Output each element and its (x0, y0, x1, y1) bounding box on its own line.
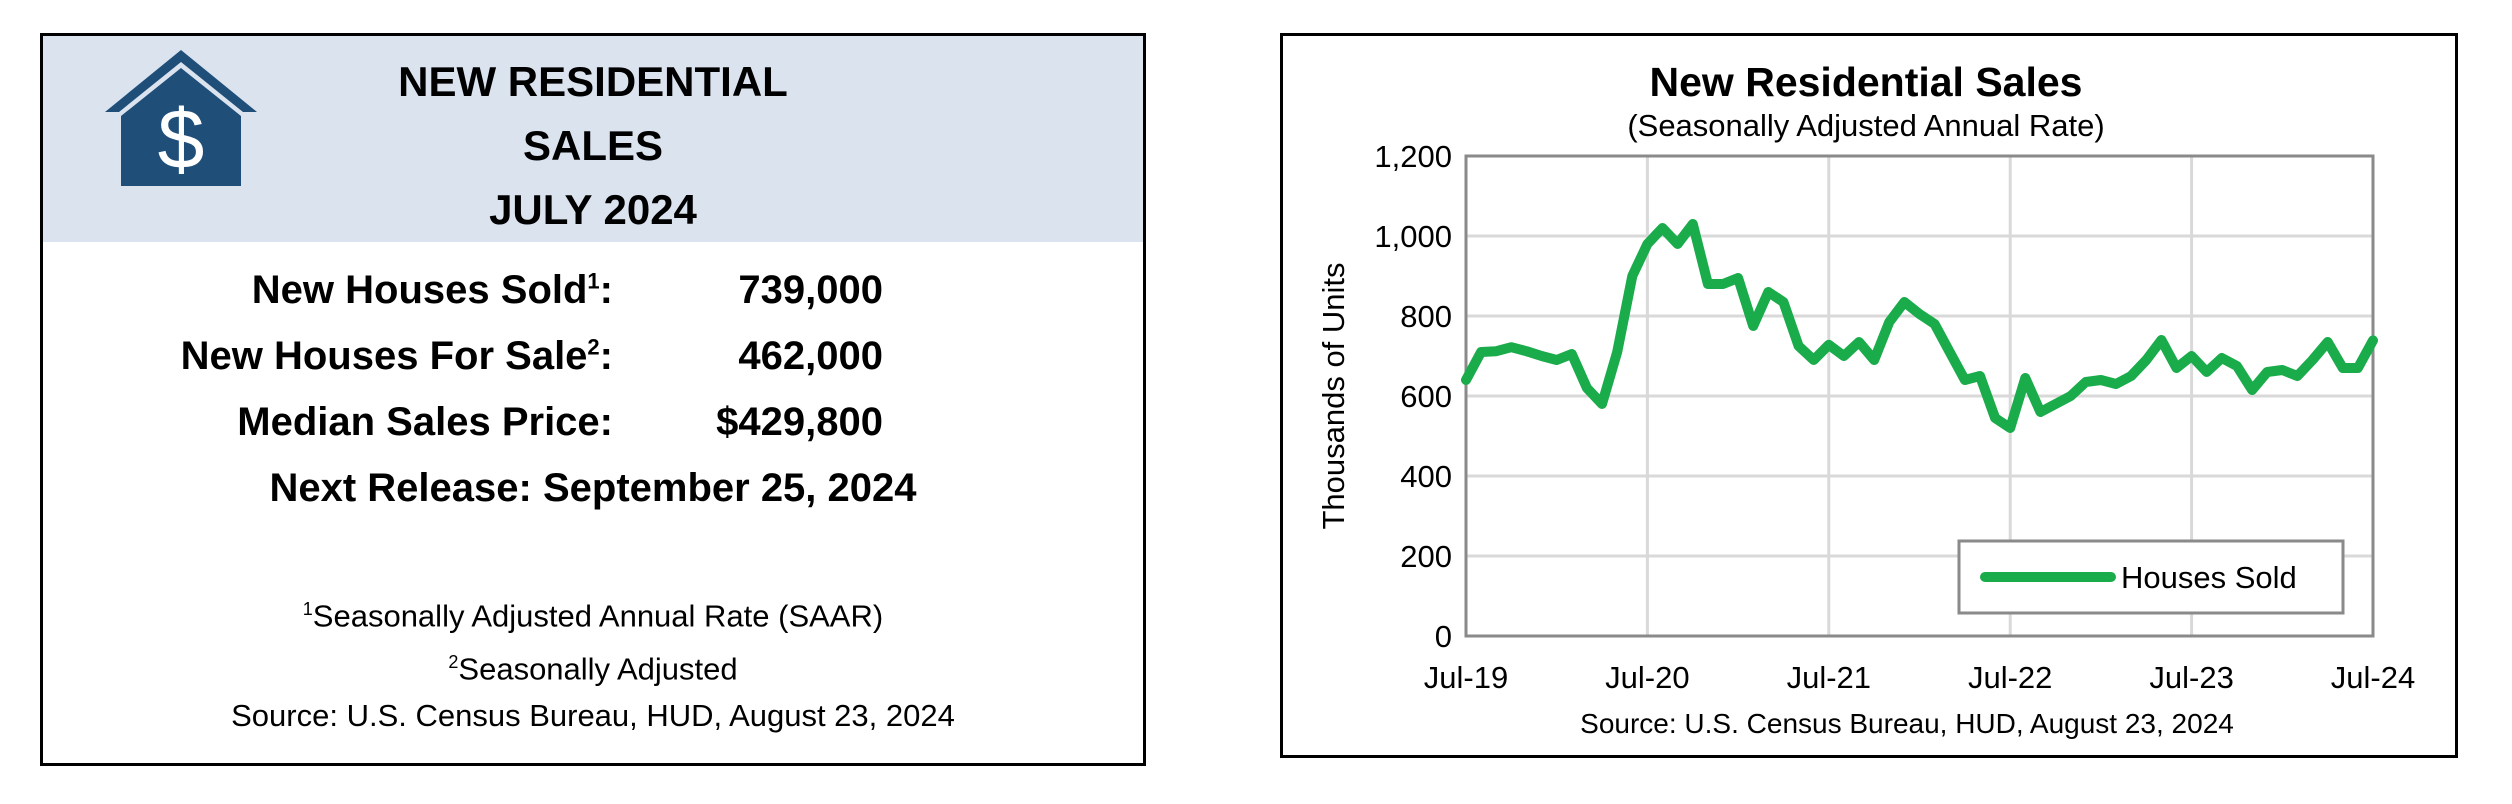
plot-area (1464, 154, 2375, 638)
chart-source-note: Source: U.S. Census Bureau, HUD, August … (1580, 708, 2234, 739)
x-tick-label: Jul-21 (1787, 660, 1871, 695)
stat-value-houses-sold: 739,000 (738, 268, 883, 312)
legend-label-houses-sold: Houses Sold (2121, 560, 2297, 595)
report-title-line-1: NEW RESIDENTIAL (398, 58, 788, 105)
y-tick-label: 800 (1400, 299, 1452, 334)
y-axis-label: Thousands of Units (1316, 262, 1351, 529)
chart-subtitle: (Seasonally Adjusted Annual Rate) (1627, 108, 2104, 143)
svg-text:$: $ (158, 92, 205, 186)
y-tick-label: 1,000 (1374, 219, 1452, 254)
stat-label-houses-for-sale: New Houses For Sale2: (180, 334, 613, 378)
house-dollar-icon: $ (105, 50, 257, 186)
y-tick-label: 1,200 (1374, 139, 1452, 174)
legend: Houses Sold (1957, 539, 2345, 615)
report-title: NEW RESIDENTIAL SALES JULY 2024 (293, 50, 893, 242)
source-note: Source: U.S. Census Bureau, HUD, August … (231, 697, 955, 733)
footnote-2: 2Seasonally Adjusted (448, 651, 738, 687)
footnotes: 1Seasonally Adjusted Annual Rate (SAAR) … (43, 586, 1143, 739)
y-tick-label: 200 (1400, 539, 1452, 574)
x-tick-label: Jul-23 (2149, 660, 2233, 695)
stat-value-houses-for-sale: 462,000 (738, 334, 883, 378)
x-tick-label: Jul-20 (1605, 660, 1689, 695)
next-release-date: Next Release: September 25, 2024 (269, 466, 917, 510)
series-line-houses-sold (1461, 219, 2378, 433)
stat-label-houses-sold: New Houses Sold1: (251, 268, 613, 312)
sales-line-chart: New Residential Sales (Seasonally Adjust… (1316, 59, 2415, 739)
chart-title: New Residential Sales (1650, 59, 2083, 105)
x-tick-label: Jul-19 (1424, 660, 1508, 695)
y-tick-label: 600 (1400, 379, 1452, 414)
footnote-1: 1Seasonally Adjusted Annual Rate (SAAR) (302, 598, 884, 634)
chart-panel: New Residential Sales (Seasonally Adjust… (1280, 33, 2458, 758)
stat-label-median-price: Median Sales Price: (237, 400, 613, 444)
y-tick-label: 0 (1435, 619, 1452, 654)
stat-value-median-price: $429,800 (716, 400, 883, 444)
report-title-line-3: JULY 2024 (489, 186, 697, 233)
summary-panel: $ NEW RESIDENTIAL SALES JULY 2024 New Ho… (40, 33, 1146, 766)
y-tick-label: 400 (1400, 459, 1452, 494)
axis-ticks: 0 200 400 600 800 1,000 1,200 Jul-19 Jul-20 Jul-2… (1374, 139, 2415, 695)
x-tick-label: Jul-22 (1968, 660, 2052, 695)
summary-header: $ NEW RESIDENTIAL SALES JULY 2024 (43, 36, 1143, 242)
x-tick-label: Jul-24 (2331, 660, 2415, 695)
report-title-line-2: SALES (522, 122, 664, 169)
